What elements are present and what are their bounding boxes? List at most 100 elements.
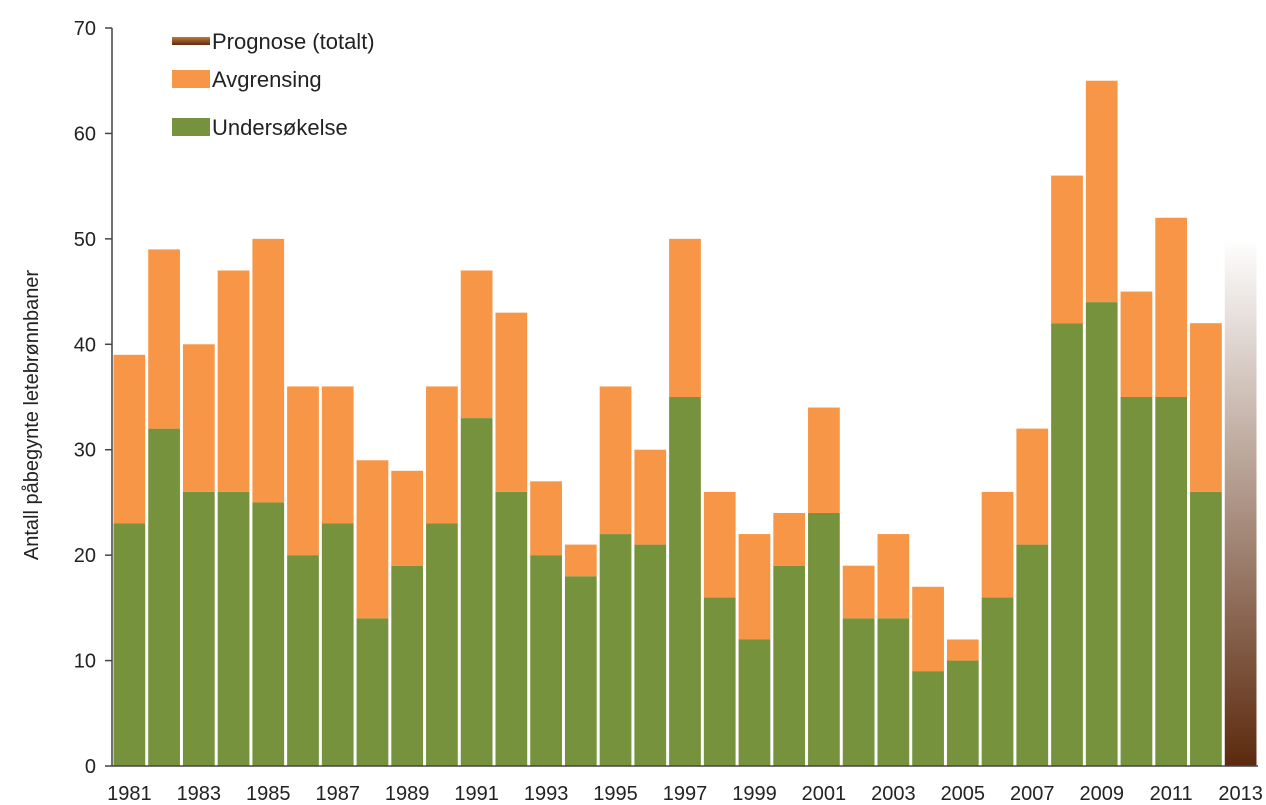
x-tick-label: 2001 <box>802 783 847 805</box>
bar-avgrensing-1985 <box>252 238 285 503</box>
legend: Prognose (totalt) Avgrensing Undersøkelse <box>172 29 375 140</box>
bar-avgrensing-1981 <box>113 354 146 524</box>
y-tick-label: 70 <box>74 18 96 40</box>
bar-avgrensing-1989 <box>391 470 424 566</box>
x-tick-label: 1989 <box>385 783 430 805</box>
bar-undersokelse-1986 <box>287 555 319 766</box>
bar-avgrensing-2009 <box>1085 80 1118 303</box>
x-tick-label: 1993 <box>524 783 569 805</box>
x-tick-label: 1999 <box>732 783 777 805</box>
bar-undersokelse-1983 <box>182 491 215 766</box>
bar-prognose-2013 <box>1224 238 1257 766</box>
bar-undersokelse-2006 <box>981 597 1014 766</box>
bar-avgrensing-1986 <box>287 386 319 556</box>
bar-avgrensing-2011 <box>1155 217 1188 397</box>
bar-undersokelse-2008 <box>1051 323 1083 766</box>
bar-undersokelse-1996 <box>634 544 667 766</box>
x-tick-label: 2009 <box>1079 783 1124 805</box>
bar-avgrensing-1984 <box>217 270 250 492</box>
bar-undersokelse-1995 <box>599 534 632 766</box>
legend-label-2: Undersøkelse <box>212 115 348 140</box>
bar-undersokelse-2001 <box>808 512 840 766</box>
bar-avgrensing-2007 <box>1016 428 1049 545</box>
bar-undersokelse-1991 <box>460 418 493 766</box>
bar-undersokelse-2012 <box>1190 491 1222 766</box>
bar-avgrensing-2003 <box>877 534 910 619</box>
legend-label-0: Prognose (totalt) <box>212 29 375 54</box>
bar-avgrensing-2010 <box>1120 291 1153 397</box>
y-axis: 0 10 20 30 40 50 60 70 <box>74 18 113 778</box>
bar-undersokelse-1989 <box>391 565 424 766</box>
x-tick-label: 2013 <box>1218 783 1263 805</box>
y-tick-label: 60 <box>74 123 96 145</box>
bar-undersokelse-1987 <box>321 523 354 766</box>
bar-undersokelse-2011 <box>1155 397 1188 766</box>
bar-avgrensing-1990 <box>426 386 458 524</box>
x-tick-label: 1985 <box>246 783 291 805</box>
bar-avgrensing-1994 <box>564 544 597 577</box>
bar-undersokelse-2009 <box>1085 302 1118 766</box>
x-tick-label: 1987 <box>315 783 360 805</box>
x-tick-label: 1995 <box>593 783 638 805</box>
bar-undersokelse-1985 <box>252 502 285 766</box>
bar-avgrensing-1999 <box>738 534 771 640</box>
y-axis-title: Antall påbegynte letebrønnbaner <box>21 270 43 561</box>
bar-undersokelse-1988 <box>356 618 389 766</box>
bars <box>113 80 1257 766</box>
x-tick-label: 2007 <box>1010 783 1055 805</box>
legend-swatch-2 <box>172 118 210 136</box>
bar-undersokelse-1999 <box>738 639 771 766</box>
bar-undersokelse-2003 <box>877 618 910 766</box>
bar-avgrensing-1987 <box>321 386 354 524</box>
bar-avgrensing-1991 <box>460 270 493 419</box>
bar-avgrensing-2001 <box>808 407 840 513</box>
bar-avgrensing-2008 <box>1051 175 1083 324</box>
x-tick-label: 1983 <box>177 783 222 805</box>
bar-undersokelse-2005 <box>946 660 979 766</box>
bar-undersokelse-1992 <box>495 491 528 766</box>
x-tick-label: 1981 <box>107 783 152 805</box>
bar-undersokelse-1993 <box>530 555 562 766</box>
y-tick-label: 20 <box>74 545 96 567</box>
bar-undersokelse-1997 <box>669 397 701 766</box>
x-axis: 1981 1983 1985 1987 1989 1991 1993 1995 1997 1999… <box>107 765 1263 805</box>
bar-undersokelse-1982 <box>148 428 180 766</box>
y-tick-label: 30 <box>74 440 96 462</box>
bar-undersokelse-1981 <box>113 523 146 766</box>
x-tick-label: 1991 <box>454 783 499 805</box>
y-tick-label: 10 <box>74 651 96 673</box>
bar-avgrensing-2004 <box>912 586 944 672</box>
x-tick-label: 1997 <box>663 783 708 805</box>
bar-avgrensing-2012 <box>1190 323 1222 492</box>
bar-avgrensing-1982 <box>148 249 180 429</box>
x-tick-label: 2003 <box>871 783 916 805</box>
bar-avgrensing-1997 <box>669 238 701 397</box>
bar-avgrensing-1993 <box>530 481 562 556</box>
bar-avgrensing-1998 <box>703 491 736 598</box>
legend-swatch-1 <box>172 70 210 88</box>
bar-undersokelse-2007 <box>1016 544 1049 766</box>
bar-avgrensing-1996 <box>634 449 667 545</box>
bar-avgrensing-2005 <box>946 639 979 661</box>
x-tick-label: 2011 <box>1150 783 1193 805</box>
bar-undersokelse-1984 <box>217 491 250 766</box>
bar-avgrensing-2006 <box>981 491 1014 598</box>
bar-avgrensing-1992 <box>495 312 528 492</box>
x-tick-label: 2005 <box>941 783 986 805</box>
bar-avgrensing-2000 <box>773 512 806 566</box>
y-tick-label: 50 <box>74 229 96 251</box>
y-tick-label: 40 <box>74 334 96 356</box>
bar-avgrensing-2002 <box>842 565 875 619</box>
bar-undersokelse-1990 <box>426 523 458 766</box>
y-tick-label: 0 <box>85 756 96 778</box>
bar-undersokelse-1998 <box>703 597 736 766</box>
bar-undersokelse-2004 <box>912 671 944 766</box>
bar-avgrensing-1995 <box>599 386 632 535</box>
bar-avgrensing-1988 <box>356 460 389 619</box>
bar-undersokelse-1994 <box>564 576 597 766</box>
legend-swatch-0 <box>172 37 210 45</box>
bar-undersokelse-2010 <box>1120 397 1153 766</box>
bar-undersokelse-2000 <box>773 565 806 766</box>
